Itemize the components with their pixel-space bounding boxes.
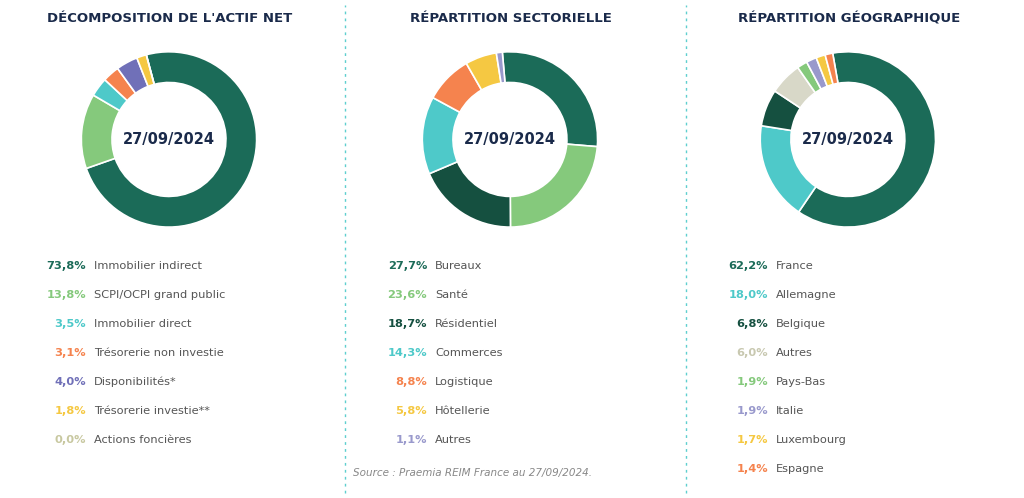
Wedge shape: [825, 53, 838, 85]
Wedge shape: [761, 91, 801, 130]
Text: 14,3%: 14,3%: [387, 348, 427, 358]
Text: 5,8%: 5,8%: [395, 406, 427, 416]
Wedge shape: [429, 162, 510, 227]
Text: Trésorerie investie**: Trésorerie investie**: [94, 406, 210, 416]
Text: 27/09/2024: 27/09/2024: [802, 132, 894, 147]
Text: 18,0%: 18,0%: [728, 290, 768, 300]
Wedge shape: [775, 68, 815, 108]
Wedge shape: [466, 53, 501, 90]
Text: Trésorerie non investie: Trésorerie non investie: [94, 348, 224, 358]
Text: 3,1%: 3,1%: [54, 348, 86, 358]
Text: Luxembourg: Luxembourg: [776, 435, 847, 445]
Text: 0,0%: 0,0%: [54, 435, 86, 445]
Text: 18,7%: 18,7%: [387, 319, 427, 329]
Text: 6,8%: 6,8%: [736, 319, 768, 329]
Wedge shape: [807, 58, 827, 89]
Text: Belgique: Belgique: [776, 319, 826, 329]
Text: 13,8%: 13,8%: [46, 290, 86, 300]
Text: Santé: Santé: [435, 290, 468, 300]
Text: Logistique: Logistique: [435, 377, 494, 387]
Wedge shape: [798, 62, 821, 93]
Text: France: France: [776, 261, 814, 271]
Text: 73,8%: 73,8%: [46, 261, 86, 271]
Wedge shape: [93, 80, 127, 111]
Text: Autres: Autres: [435, 435, 472, 445]
Text: 27,7%: 27,7%: [388, 261, 427, 271]
Wedge shape: [433, 63, 481, 112]
Text: Bureaux: Bureaux: [435, 261, 482, 271]
Text: 1,1%: 1,1%: [395, 435, 427, 445]
Text: 4,0%: 4,0%: [54, 377, 86, 387]
Text: 1,4%: 1,4%: [736, 464, 768, 474]
Text: Espagne: Espagne: [776, 464, 824, 474]
Text: Pays-Bas: Pays-Bas: [776, 377, 826, 387]
Text: Autres: Autres: [776, 348, 813, 358]
Text: 1,8%: 1,8%: [54, 406, 86, 416]
Text: Commerces: Commerces: [435, 348, 503, 358]
Text: Immobilier direct: Immobilier direct: [94, 319, 191, 329]
Text: 1,9%: 1,9%: [736, 406, 768, 416]
Wedge shape: [137, 55, 155, 87]
Text: Hôtellerie: Hôtellerie: [435, 406, 490, 416]
Wedge shape: [86, 52, 257, 227]
Text: 62,2%: 62,2%: [728, 261, 768, 271]
Text: Source : Praemia REIM France au 27/09/2024.: Source : Praemia REIM France au 27/09/20…: [353, 468, 592, 478]
Wedge shape: [104, 68, 135, 101]
Text: Disponibilités*: Disponibilités*: [94, 376, 177, 387]
Wedge shape: [760, 125, 816, 212]
Text: SCPI/OCPI grand public: SCPI/OCPI grand public: [94, 290, 225, 300]
Text: Actions foncières: Actions foncières: [94, 435, 191, 445]
Text: RÉPARTITION SECTORIELLE: RÉPARTITION SECTORIELLE: [410, 12, 612, 25]
Wedge shape: [510, 144, 597, 227]
Wedge shape: [503, 52, 598, 146]
Text: 27/09/2024: 27/09/2024: [464, 132, 556, 147]
Text: 23,6%: 23,6%: [387, 290, 427, 300]
Text: Allemagne: Allemagne: [776, 290, 837, 300]
Text: 6,0%: 6,0%: [736, 348, 768, 358]
Text: 1,7%: 1,7%: [736, 435, 768, 445]
Text: 3,5%: 3,5%: [54, 319, 86, 329]
Text: Immobilier indirect: Immobilier indirect: [94, 261, 202, 271]
Text: DÉCOMPOSITION DE L'ACTIF NET: DÉCOMPOSITION DE L'ACTIF NET: [47, 12, 293, 25]
Wedge shape: [497, 52, 505, 83]
Text: 27/09/2024: 27/09/2024: [123, 132, 215, 147]
Text: 1,9%: 1,9%: [736, 377, 768, 387]
Wedge shape: [816, 55, 834, 86]
Text: 8,8%: 8,8%: [395, 377, 427, 387]
Text: Italie: Italie: [776, 406, 805, 416]
Wedge shape: [81, 95, 120, 168]
Text: Résidentiel: Résidentiel: [435, 319, 499, 329]
Wedge shape: [799, 52, 936, 227]
Wedge shape: [146, 55, 155, 84]
Wedge shape: [422, 98, 460, 174]
Wedge shape: [118, 58, 148, 93]
Text: RÉPARTITION GÉOGRAPHIQUE: RÉPARTITION GÉOGRAPHIQUE: [737, 12, 961, 25]
